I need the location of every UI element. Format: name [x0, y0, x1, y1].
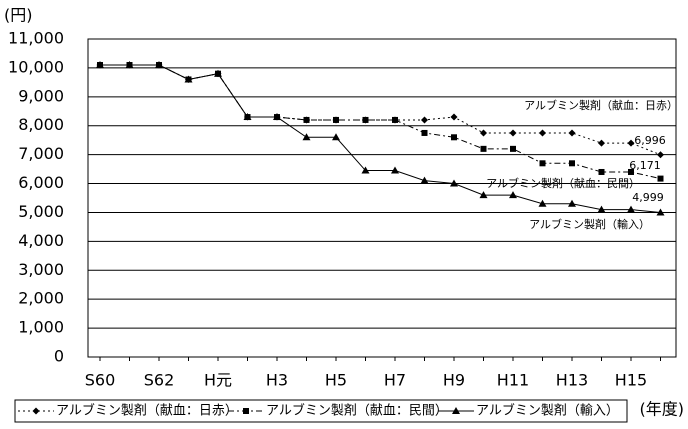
x-tick-label: S60 [85, 371, 116, 390]
annotation: アルブミン製剤（輸入） [529, 217, 650, 231]
marker [184, 75, 193, 83]
y-tick-label: 7,000 [18, 144, 64, 163]
marker [392, 116, 398, 123]
marker [243, 113, 252, 121]
marker [214, 69, 222, 77]
marker [452, 407, 460, 414]
marker [568, 129, 576, 137]
y-tick-label: 2,000 [18, 289, 64, 308]
marker [451, 134, 457, 141]
marker [125, 61, 134, 69]
marker [657, 151, 664, 159]
y-axis-label: (円) [4, 6, 33, 25]
y-tick-label: 10,000 [8, 57, 64, 76]
legend-label: アルブミン製剤（輸入） [476, 403, 619, 419]
marker [96, 61, 104, 69]
legend-item: アルブミン製剤（輸入） [438, 403, 619, 419]
marker [538, 199, 547, 207]
y-tick-label: 9,000 [18, 86, 64, 105]
series-line [100, 64, 661, 213]
marker [333, 116, 339, 123]
plot-border [87, 38, 677, 358]
marker [539, 129, 546, 137]
legend-label: アルブミン製剤（献血：日赤） [56, 403, 238, 419]
marker [303, 116, 310, 123]
marker [361, 166, 370, 174]
marker [273, 113, 281, 121]
x-tick-label: H7 [384, 371, 406, 390]
value-label: 6,171 [629, 159, 661, 172]
x-tick-label: H11 [497, 371, 529, 390]
marker [450, 179, 458, 187]
marker [480, 145, 487, 152]
marker [421, 129, 428, 136]
x-tick-label: H5 [325, 371, 347, 390]
marker [598, 168, 605, 175]
marker [155, 61, 163, 69]
legend-item: アルブミン製剤（献血：日赤） [18, 403, 238, 419]
legend-item: アルブミン製剤（献血：民間） [228, 403, 448, 419]
annotation: アルブミン製剤（献血：民間） [486, 176, 640, 190]
x-axis-label: (年度) [640, 400, 685, 419]
marker [32, 407, 40, 415]
legend-box [14, 399, 628, 423]
y-tick-label: 6,000 [18, 173, 64, 192]
marker [391, 166, 399, 174]
marker [420, 176, 429, 184]
annotation: アルブミン製剤（献血：日赤） [524, 98, 678, 112]
marker [539, 160, 546, 167]
marker [598, 139, 605, 147]
x-tick-label: H15 [615, 371, 647, 390]
marker [627, 205, 635, 213]
y-tick-label: 3,000 [18, 260, 64, 279]
x-tick-label: H13 [556, 371, 588, 390]
marker [362, 116, 369, 123]
y-tick-label: 8,000 [18, 115, 64, 134]
value-label: 6,996 [634, 134, 666, 147]
y-tick-label: 4,000 [18, 231, 64, 250]
marker [656, 208, 665, 216]
marker [568, 199, 576, 207]
y-tick-label: 1,000 [18, 318, 64, 337]
y-tick-label: 11,000 [8, 29, 64, 48]
marker [628, 168, 634, 175]
marker [510, 145, 516, 152]
marker [421, 116, 428, 124]
marker [243, 408, 249, 414]
marker [597, 205, 606, 213]
marker [480, 129, 487, 137]
marker [657, 175, 664, 182]
y-tick-label: 0 [54, 347, 64, 366]
series-line [100, 64, 661, 180]
marker [332, 133, 340, 141]
marker [569, 160, 575, 167]
legend-label: アルブミン製剤（献血：民間） [266, 403, 448, 419]
x-tick-label: H9 [443, 371, 465, 390]
marker [509, 129, 517, 137]
value-label: 4,999 [632, 191, 664, 204]
marker [479, 191, 488, 199]
x-tick-label: H元 [204, 371, 232, 390]
marker [509, 191, 517, 199]
marker [450, 113, 458, 121]
x-tick-label: S62 [144, 371, 175, 390]
marker [627, 139, 635, 147]
marker [302, 133, 311, 141]
x-tick-label: H3 [266, 371, 288, 390]
y-tick-label: 5,000 [18, 202, 64, 221]
